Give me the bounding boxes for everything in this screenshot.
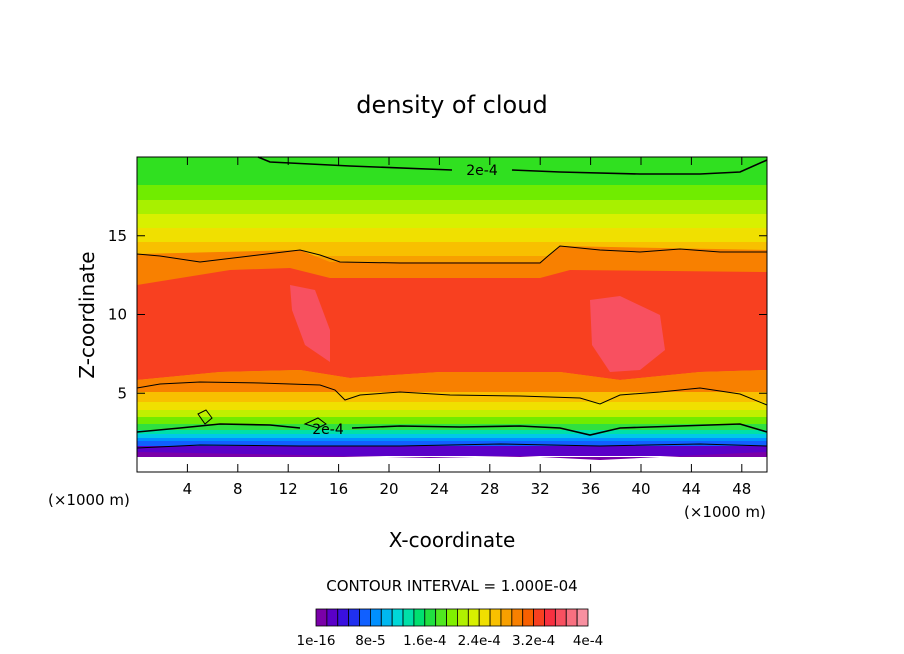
- band-teal: [137, 430, 767, 436]
- colorbar-swatch: [337, 608, 350, 627]
- colorbar-swatch: [348, 608, 360, 627]
- colorbar-swatch: [500, 608, 513, 627]
- band-top-green: [137, 157, 767, 187]
- y-tick-label: 15: [108, 227, 127, 245]
- band-green-low-2: [137, 424, 767, 432]
- x-tick-label: 20: [379, 480, 398, 498]
- colorbar-swatch: [533, 608, 545, 627]
- colorbar-swatch: [489, 608, 502, 627]
- x-unit-right: (×1000 m): [684, 503, 766, 521]
- colorbar-labels: 1e-16 8e-5 1.6e-4 2.4e-4 3.2e-4 4e-4: [297, 633, 604, 649]
- x-tick-label: 36: [581, 480, 600, 498]
- band-blue: [137, 441, 767, 447]
- colorbar-swatch: [565, 608, 578, 627]
- band-lightblue: [137, 438, 767, 443]
- colorbar-label: 2.4e-4: [458, 633, 501, 649]
- x-unit-left: (×1000 m): [48, 491, 130, 509]
- contour-label-lower: 2e-4: [312, 422, 344, 438]
- x-tick-label: 28: [480, 480, 499, 498]
- colorbar-swatch: [435, 608, 447, 627]
- contour-line-upper: [136, 245, 767, 264]
- colorbar-label: 1.6e-4: [403, 633, 446, 649]
- band-green-low: [137, 417, 767, 426]
- colorbar-swatch: [424, 608, 437, 627]
- x-axis-label: X-coordinate: [389, 528, 516, 552]
- x-tick-label: 48: [732, 480, 751, 498]
- band-yellow-2: [137, 228, 767, 244]
- colorbar-swatch: [402, 608, 415, 627]
- colorbar-swatch: [326, 608, 339, 627]
- band-orange-light-low: [137, 392, 767, 404]
- colorbar-label: 1e-16: [297, 633, 336, 649]
- y-axis-ticks: 5 10 15: [108, 227, 767, 402]
- x-tick-label: 12: [279, 480, 298, 498]
- band-green-2: [137, 185, 767, 202]
- contour-label-top: 2e-4: [466, 163, 498, 179]
- band-yellowgreen-low: [137, 410, 767, 419]
- colorbar-label: 4e-4: [573, 633, 603, 649]
- contour-line-bottom: [136, 443, 768, 449]
- colorbar-swatch: [478, 608, 491, 627]
- band-red-pale: [290, 285, 330, 362]
- contour-interval-text: CONTOUR INTERVAL = 1.000E-04: [326, 577, 577, 595]
- contour-line-blob: [197, 409, 327, 429]
- band-white-bottom: [137, 456, 767, 472]
- contour-line-middle: [136, 381, 768, 406]
- colorbar-label: 3.2e-4: [512, 633, 555, 649]
- y-tick-label: 5: [117, 384, 127, 402]
- x-tick-label: 44: [682, 480, 701, 498]
- x-tick-label: 32: [531, 480, 550, 498]
- y-axis-label: Z-coordinate: [75, 251, 99, 378]
- band-yellowgreen: [137, 200, 767, 216]
- contour-lines: [136, 156, 768, 449]
- x-tick-label: 8: [233, 480, 243, 498]
- colorbar-swatch: [544, 608, 556, 627]
- x-tick-label: 24: [430, 480, 449, 498]
- colorbar-swatch: [369, 608, 382, 627]
- colorbar-swatch: [380, 608, 393, 627]
- band-violet-edge: [137, 452, 767, 460]
- colorbar-swatch: [446, 608, 458, 627]
- y-tick-label: 10: [108, 306, 127, 324]
- band-cyan: [137, 434, 767, 440]
- x-tick-label: 4: [183, 480, 193, 498]
- band-red-pale-2: [590, 296, 665, 372]
- colorbar-swatch: [359, 608, 371, 627]
- colorbar-swatch: [467, 608, 480, 627]
- colorbar-swatch: [554, 608, 567, 627]
- contour-line-top: [257, 156, 768, 175]
- colorbar-swatch: [413, 608, 426, 627]
- colorbar-swatch: [315, 608, 328, 627]
- contour-line-lower: [136, 423, 768, 436]
- chart-title: density of cloud: [356, 91, 547, 119]
- colorbar-swatch: [522, 608, 534, 627]
- band-red-core: [137, 268, 767, 380]
- colorbar-label: 8e-5: [355, 633, 385, 649]
- colorbar-swatch: [511, 608, 524, 627]
- x-axis-ticks: 4 8 12 16 20 24 28 32 36 40 44 48: [183, 157, 751, 498]
- x-tick-label: 16: [329, 480, 348, 498]
- band-yellow-low: [137, 402, 767, 412]
- colorbar-swatch: [391, 608, 404, 627]
- colorbar: [315, 608, 589, 627]
- colorbar-swatch: [457, 608, 469, 627]
- x-tick-label: 40: [631, 480, 650, 498]
- colorbar-swatch: [576, 608, 589, 627]
- contour-field: [137, 157, 767, 472]
- band-yellow: [137, 214, 767, 230]
